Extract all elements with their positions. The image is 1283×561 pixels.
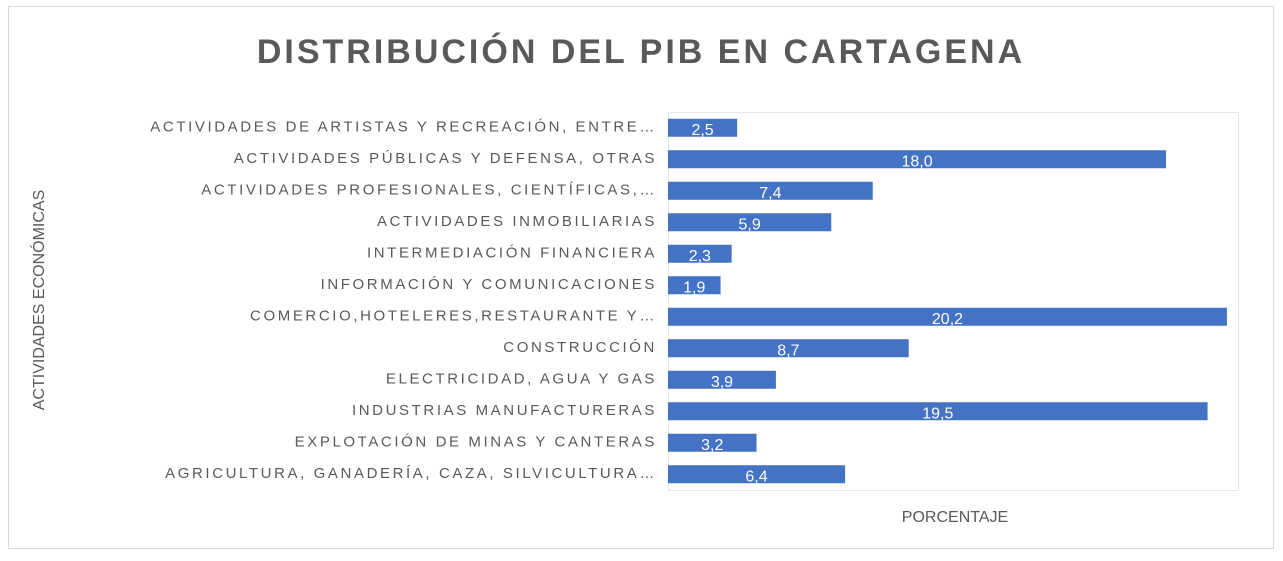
y-tick-label: ACTIVIDADES PÚBLICAS Y DEFENSA, OTRAS (234, 150, 657, 167)
data-label: 20,2 (932, 311, 963, 328)
data-label: 3,2 (701, 437, 723, 454)
data-label: 6,4 (745, 468, 767, 485)
data-label: 19,5 (922, 405, 953, 422)
bar (668, 244, 732, 263)
data-label: 3,9 (711, 374, 733, 391)
bar (668, 370, 776, 389)
x-axis-label: PORCENTAJE (902, 509, 1008, 526)
y-tick-label: ACTIVIDADES INMOBILIARIAS (377, 213, 657, 230)
bar (668, 118, 738, 137)
bar (668, 339, 909, 358)
data-label: 5,9 (739, 216, 761, 233)
data-label: 1,9 (683, 279, 705, 296)
chart-title: DISTRIBUCIÓN DEL PIB EN CARTAGENA (257, 33, 1025, 71)
data-label: 8,7 (777, 342, 799, 359)
bar (668, 465, 846, 484)
chart-border (8, 6, 1274, 549)
y-tick-label: INFORMACIÓN Y COMUNICACIONES (321, 276, 657, 293)
y-axis-label: ACTIVIDADES ECONÓMICAS (29, 190, 48, 410)
data-label: 2,5 (691, 122, 713, 139)
y-tick-label: ELECTRICIDAD, AGUA Y GAS (386, 371, 657, 388)
y-tick-label: CONSTRUCCIÓN (503, 339, 657, 356)
y-tick-label: INDUSTRIAS MANUFACTURERAS (352, 402, 657, 419)
data-label: 18,0 (901, 153, 932, 170)
y-tick-label: COMERCIO,HOTELERES,RESTAURANTE Y… (250, 308, 657, 325)
y-tick-label: INTERMEDIACIÓN FINANCIERA (367, 245, 657, 262)
data-label: 7,4 (759, 185, 781, 202)
bar (668, 213, 832, 232)
bar (668, 402, 1208, 421)
bar (668, 181, 873, 200)
y-tick-label: EXPLOTACIÓN DE MINAS Y CANTERAS (295, 434, 657, 451)
bar (668, 433, 757, 452)
bar (668, 276, 721, 295)
data-label: 2,3 (689, 248, 711, 265)
y-tick-label: ACTIVIDADES DE ARTISTAS Y RECREACIÓN, EN… (150, 119, 657, 136)
bar (668, 307, 1227, 326)
plot-area (668, 112, 1239, 491)
y-tick-label: ACTIVIDADES PROFESIONALES, CIENTÍFICAS,… (201, 182, 657, 199)
bar (668, 150, 1167, 169)
y-tick-label: AGRICULTURA, GANADERÍA, CAZA, SILVICULTU… (165, 465, 657, 482)
